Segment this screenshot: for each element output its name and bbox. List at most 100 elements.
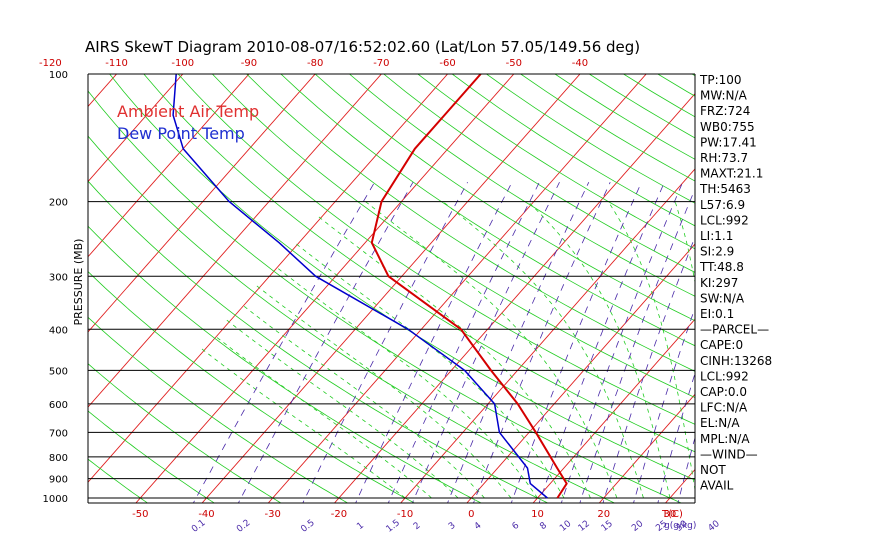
moist-adiabat-line [201, 348, 406, 499]
dry-adiabat-line [383, 74, 695, 273]
index-item: NOT [700, 463, 726, 477]
index-item: TT:48.8 [699, 260, 744, 274]
index-item: L57:6.9 [700, 198, 745, 212]
isotherm-line [664, 468, 695, 503]
mixing-ratio-label: 1.5 [385, 518, 402, 535]
pressure-tick-label: 800 [49, 453, 68, 464]
bottom-axis-tick-label: 10 [531, 509, 544, 520]
mixing-ratio-line [447, 182, 590, 503]
bottom-axis-unit: T(C) [661, 509, 683, 520]
mixing-ratio-line [538, 182, 665, 503]
mixing-ratio-line [192, 181, 375, 503]
top-axis-tick-label: -120 [39, 58, 62, 69]
index-item: MPL:N/A [700, 432, 750, 446]
legend-air-temp: Ambient Air Temp [117, 102, 259, 121]
dry-adiabat-line [88, 135, 616, 503]
dry-adiabat-line [212, 74, 695, 399]
pressure-tick-label: 300 [49, 272, 68, 283]
air-temp-trace [370, 74, 568, 499]
top-axis-tick-label: -80 [307, 58, 323, 69]
isotherm-line [88, 74, 316, 333]
mixing-ratio-line [472, 182, 611, 503]
mixing-ratio-label: 4 [473, 521, 484, 533]
index-item: SI:2.9 [700, 245, 734, 259]
index-item: LFC:N/A [700, 401, 748, 415]
mixing-ratio-label: 0.5 [299, 518, 316, 535]
mixing-ratio-line [302, 182, 468, 503]
index-item: PW:17.41 [700, 135, 757, 149]
mixing-ratio-label: 12 [577, 519, 592, 534]
mixing-ratio-label: 20 [630, 519, 645, 534]
mixing-ratio-label: 40 [707, 519, 722, 534]
mixing-ratio-label: 0.1 [190, 518, 207, 535]
top-axis-tick-label: -110 [105, 58, 128, 69]
bottom-axis-tick-label: -10 [397, 509, 413, 520]
index-item: LI:1.1 [700, 229, 733, 243]
dry-adiabat-line [349, 74, 695, 297]
isotherm-line [333, 93, 695, 503]
mixing-ratio-line [355, 182, 513, 503]
dry-adiabat-line [88, 180, 549, 503]
mixing-ratio-line [237, 182, 414, 503]
mixing-ratio-line [657, 372, 695, 503]
top-axis-tick-label: -90 [241, 58, 257, 69]
dry-adiabat-line [109, 74, 695, 481]
index-item: CAP:0.0 [700, 385, 747, 399]
index-item: —PARCEL— [700, 323, 769, 337]
index-item: LCL:992 [700, 213, 749, 227]
legend-dew-point: Dew Point Temp [117, 124, 245, 143]
dry-adiabat-line [177, 74, 695, 425]
index-item: MAXT:21.1 [700, 167, 763, 181]
pressure-tick-label: 200 [49, 198, 68, 209]
index-item: FRZ:724 [700, 104, 750, 118]
mixing-ratio-unit: g(g/kg) [664, 521, 696, 531]
bottom-axis-tick-label: 20 [597, 509, 610, 520]
y-axis-label: PRESSURE (MB) [72, 239, 85, 326]
dry-adiabat-line [88, 316, 349, 503]
moist-adiabat-line [294, 242, 565, 499]
mixing-ratio-line [579, 187, 695, 503]
mixing-ratio-line [602, 235, 695, 503]
dry-adiabat-line [246, 74, 695, 372]
mixing-ratio-label: 6 [511, 521, 522, 533]
index-item: RH:73.7 [700, 151, 748, 165]
index-item: LCL:992 [700, 369, 749, 383]
index-item: TP:100 [699, 73, 742, 87]
isotherm-line [88, 74, 382, 408]
isotherm-line [88, 74, 449, 483]
pressure-tick-label: 1000 [43, 494, 68, 505]
top-axis-tick-label: -50 [506, 58, 522, 69]
index-item: KI:297 [700, 276, 738, 290]
isotherm-line [794, 65, 870, 507]
moist-adiabat-line [275, 266, 538, 499]
index-item: CAPE:0 [700, 338, 743, 352]
top-axis-tick-label: -60 [439, 58, 455, 69]
isotherm-line [88, 74, 118, 108]
mixing-ratio-line [411, 182, 560, 503]
mixing-ratio-label: 2 [412, 521, 423, 532]
dry-adiabat-line [88, 363, 282, 503]
mixing-ratio-label: 8 [538, 521, 549, 533]
moist-adiabat-line [607, 201, 695, 492]
mixing-ratio-line [510, 182, 642, 503]
index-item: EI:0.1 [700, 307, 734, 321]
moist-adiabat-line [241, 304, 485, 499]
dry-adiabat-line [314, 74, 695, 322]
mixing-ratio-line [677, 436, 695, 503]
dry-adiabat-line [143, 74, 695, 453]
dry-adiabat-line [88, 458, 149, 503]
mixing-ratio-label: 0.2 [235, 518, 252, 535]
dew-point-trace [172, 74, 548, 499]
index-item: AVAIL [700, 479, 734, 493]
isotherm-line [135, 74, 515, 503]
index-item: SW:N/A [700, 291, 745, 305]
dry-adiabat-line [88, 410, 215, 503]
moist-adiabat-line [214, 335, 432, 499]
mixing-ratio-line [633, 306, 695, 503]
bottom-axis-tick-label: 30 [664, 509, 677, 520]
mixing-ratio-line [560, 182, 684, 503]
isotherm-line [0, 65, 59, 507]
